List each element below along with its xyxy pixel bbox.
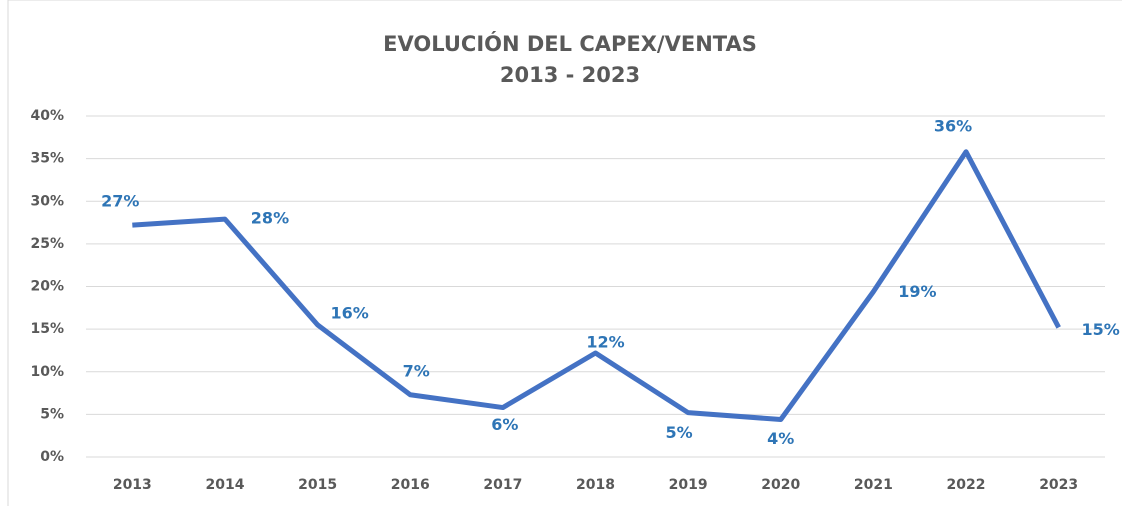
x-tick-label: 2014: [205, 477, 244, 493]
data-label: 12%: [586, 332, 624, 351]
x-tick-label: 2021: [854, 477, 893, 493]
chart-subtitle: 2013 - 2023: [500, 63, 640, 87]
data-label: 19%: [898, 282, 936, 301]
data-label: 15%: [1082, 320, 1120, 339]
x-tick-label: 2022: [947, 477, 986, 493]
data-label: 6%: [491, 415, 518, 434]
data-label: 4%: [767, 429, 794, 448]
data-label: 27%: [101, 192, 139, 211]
chart-title: EVOLUCIÓN DEL CAPEX/VENTAS: [383, 31, 757, 56]
x-tick-label: 2018: [576, 477, 615, 493]
y-tick-label: 20%: [30, 279, 64, 295]
x-tick-label: 2017: [483, 477, 522, 493]
data-label: 7%: [403, 361, 430, 380]
y-tick-label: 15%: [30, 321, 64, 337]
data-label: 36%: [934, 116, 972, 135]
x-tick-label: 2016: [391, 477, 430, 493]
y-tick-label: 25%: [30, 236, 64, 252]
y-tick-label: 0%: [40, 449, 64, 465]
y-tick-label: 5%: [40, 406, 64, 422]
x-tick-label: 2019: [669, 477, 708, 493]
chart-frame: [7, 0, 1122, 506]
x-tick-label: 2020: [761, 477, 800, 493]
y-tick-label: 35%: [30, 151, 64, 167]
y-tick-label: 40%: [30, 108, 64, 124]
y-tick-label: 10%: [30, 364, 64, 380]
x-tick-label: 2023: [1039, 477, 1078, 493]
data-label: 5%: [666, 423, 693, 442]
data-label: 16%: [330, 303, 368, 322]
line: [132, 149, 1061, 422]
x-tick-label: 2013: [113, 477, 152, 493]
data-label: 28%: [251, 209, 289, 228]
x-tick-label: 2015: [298, 477, 337, 493]
y-tick-label: 30%: [30, 193, 64, 209]
